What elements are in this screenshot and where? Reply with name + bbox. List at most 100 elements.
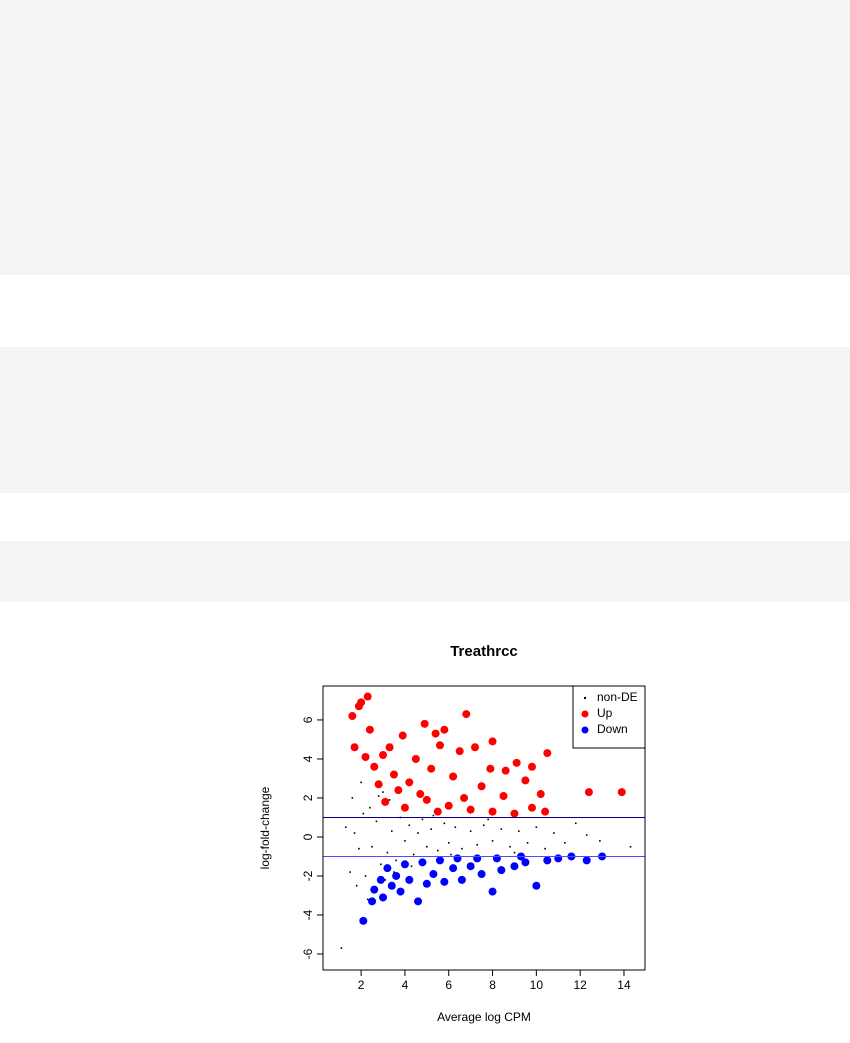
y-tick-label: -6 <box>301 948 315 959</box>
x-tick-label: 10 <box>530 978 544 992</box>
point <box>389 770 398 779</box>
point <box>466 862 475 871</box>
x-tick-label: 8 <box>489 978 496 992</box>
point <box>379 893 388 902</box>
legend-label: non-DE <box>597 690 638 704</box>
x-tick-label: 6 <box>445 978 452 992</box>
legend-label: Up <box>597 706 613 720</box>
point <box>457 875 466 884</box>
point <box>513 851 516 854</box>
point <box>405 778 414 787</box>
point <box>440 877 449 886</box>
point <box>421 818 424 821</box>
point <box>435 856 444 865</box>
point <box>440 725 449 734</box>
x-axis-label: Average log CPM <box>437 1010 531 1024</box>
point <box>431 729 440 738</box>
point <box>455 747 464 756</box>
point <box>444 801 453 810</box>
point <box>360 781 362 784</box>
point <box>454 826 457 829</box>
point <box>471 743 480 752</box>
point <box>510 862 519 871</box>
point <box>353 832 356 834</box>
point <box>376 875 385 884</box>
point <box>394 786 403 795</box>
point <box>340 947 343 949</box>
point <box>361 753 370 761</box>
point <box>365 725 374 734</box>
point <box>510 809 519 818</box>
x-tick-label: 4 <box>402 978 409 992</box>
point <box>422 879 431 888</box>
point <box>585 834 588 836</box>
point <box>381 797 390 806</box>
point <box>377 795 380 797</box>
point <box>554 854 563 863</box>
plot-frame <box>322 685 646 971</box>
point <box>482 824 485 827</box>
point <box>395 859 397 862</box>
point <box>599 840 601 842</box>
point <box>509 845 511 848</box>
point <box>553 832 555 834</box>
point <box>357 698 366 707</box>
point <box>355 884 358 887</box>
point <box>362 812 365 815</box>
code-block <box>0 541 850 602</box>
point <box>351 797 354 799</box>
point <box>382 791 384 793</box>
point <box>518 830 520 832</box>
point <box>427 764 436 773</box>
point <box>526 842 529 844</box>
y-tick-label: -2 <box>301 870 315 881</box>
point <box>393 871 395 873</box>
point <box>387 881 396 890</box>
point <box>350 743 359 752</box>
y-tick-label: -4 <box>301 909 315 920</box>
point <box>374 780 383 789</box>
code-block <box>0 0 850 275</box>
point <box>405 875 414 884</box>
point <box>536 790 545 799</box>
point <box>469 830 472 832</box>
point <box>426 845 428 848</box>
point <box>535 826 538 829</box>
point <box>369 806 371 809</box>
point <box>521 776 530 785</box>
point <box>541 807 550 816</box>
point <box>375 820 378 823</box>
point <box>404 840 406 842</box>
point <box>488 887 497 896</box>
point <box>418 858 427 867</box>
point <box>370 762 379 771</box>
point <box>499 792 508 801</box>
point <box>497 866 506 875</box>
point <box>449 864 458 873</box>
point <box>364 875 367 877</box>
point <box>398 731 407 740</box>
point <box>420 719 429 728</box>
point <box>408 824 411 827</box>
y-axis-label: log-fold-change <box>258 786 272 869</box>
point <box>527 803 536 812</box>
point <box>396 887 405 896</box>
point <box>379 751 388 760</box>
point <box>384 879 387 881</box>
point <box>473 854 482 863</box>
point <box>629 845 632 848</box>
point <box>476 843 479 846</box>
legend-label: Down <box>597 722 628 736</box>
point <box>385 743 394 752</box>
point <box>359 916 368 925</box>
legend-symbol <box>581 710 589 718</box>
point <box>414 897 423 906</box>
point <box>443 822 446 825</box>
legend-symbol <box>584 697 586 699</box>
point <box>477 870 486 879</box>
point <box>388 799 391 801</box>
point <box>392 871 401 880</box>
point <box>466 805 475 814</box>
